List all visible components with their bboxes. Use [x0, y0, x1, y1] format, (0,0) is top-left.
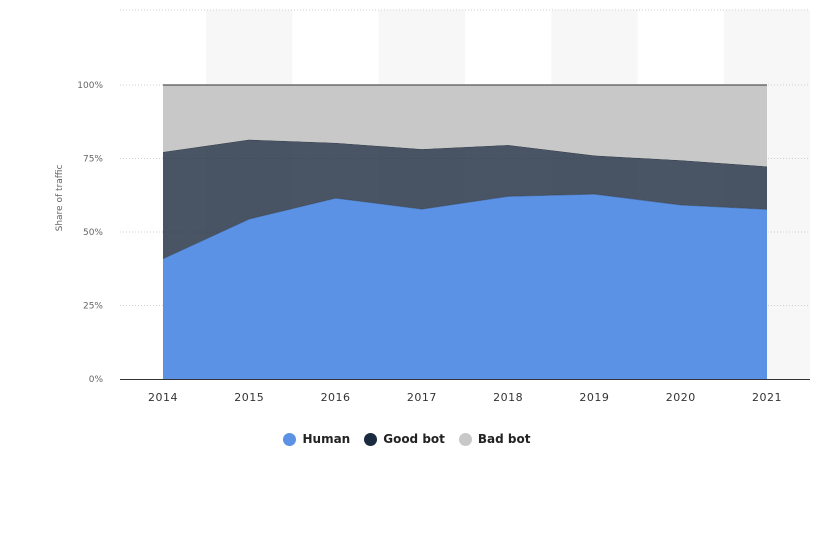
legend-dot-human	[283, 432, 297, 446]
y-tick-label: 25%	[83, 302, 103, 312]
legend-label-human: Human	[302, 432, 351, 446]
y-axis-tick-labels: 0% 25% 50% 75% 100%	[77, 81, 103, 385]
legend-item-human[interactable]: Human	[283, 432, 350, 446]
legend-label-good-bot: Good bot	[383, 432, 445, 446]
area-edge-good-bot	[162, 139, 768, 167]
area-human	[163, 194, 767, 379]
legend-item-bad-bot[interactable]: Bad bot	[458, 432, 531, 446]
x-tick-label: 2021	[752, 391, 782, 404]
x-tick-label: 2019	[579, 391, 609, 404]
stacked-areas	[162, 84, 768, 379]
x-tick-label: 2015	[234, 391, 264, 404]
legend-dot-bad-bot	[458, 432, 472, 446]
area-bad-bot	[163, 85, 767, 167]
legend-dot-good-bot	[364, 432, 378, 446]
legend-item-good-bot[interactable]: Good bot	[364, 432, 445, 446]
x-tick-label: 2018	[493, 391, 523, 404]
x-tick-label: 2016	[321, 391, 351, 404]
y-tick-label: 100%	[77, 81, 103, 91]
y-tick-label: 50%	[83, 228, 103, 238]
y-axis-title: Share of traffic	[55, 165, 65, 232]
x-tick-label: 2017	[407, 391, 437, 404]
legend: Human Good bot Bad bot	[0, 432, 814, 446]
y-tick-label: 0%	[89, 375, 104, 385]
x-axis-tick-labels: 2014 2015 2016 2017 2018 2019 2020 2021	[148, 391, 782, 404]
x-tick-label: 2020	[666, 391, 696, 404]
y-tick-label: 75%	[83, 155, 103, 165]
area-good-bot	[163, 139, 767, 259]
legend-label-bad-bot: Bad bot	[477, 432, 531, 446]
x-tick-label: 2014	[148, 391, 178, 404]
